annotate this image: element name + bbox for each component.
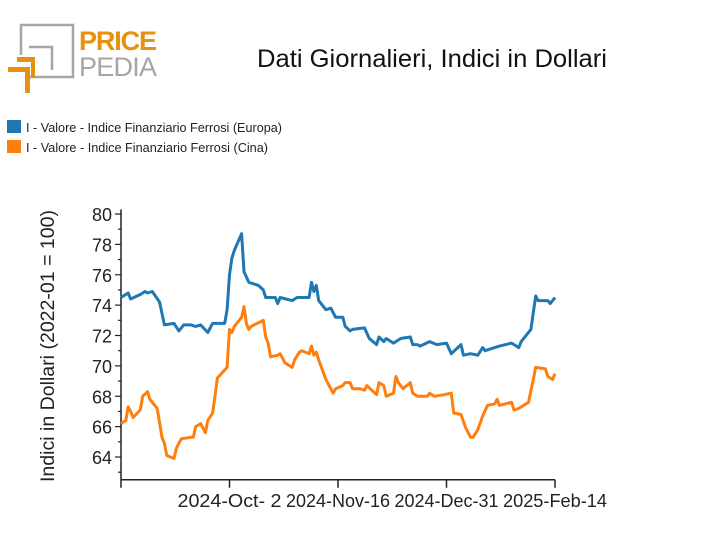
y-tick-label: 66: [92, 418, 112, 438]
y-tick-label: 68: [92, 387, 112, 407]
axes: 64 66 68 70 72 74 76 78 80 2024-Oct- 2 2024-Nov-16…: [92, 205, 607, 511]
legend-label-cina: I - Valore - Indice Finanziario Ferrosi …: [26, 141, 268, 155]
x-tick-label: 2024-Nov-16: [286, 491, 390, 511]
y-tick-label: 78: [92, 235, 112, 255]
y-tick-label: 64: [92, 448, 112, 468]
svg-text:PRICE: PRICE: [79, 26, 157, 56]
y-tick-label: 74: [92, 296, 112, 316]
y-tick-label: 72: [92, 327, 112, 347]
y-tick-label: 80: [92, 205, 112, 225]
series-line-cina: [120, 305, 557, 460]
y-tick-label: 76: [92, 266, 112, 286]
y-tick-label: 70: [92, 357, 112, 377]
pricepedia-logo: PRICE PEDIA: [8, 23, 157, 93]
y-axis-label: Indici in Dollari (2022-01 = 100): [38, 210, 59, 482]
legend-swatch-europa: [7, 120, 21, 133]
legend-swatch-cina: [7, 140, 21, 153]
svg-text:PEDIA: PEDIA: [79, 52, 157, 82]
x-tick-label: 2024-Dec-31: [395, 491, 499, 511]
legend-label-europa: I - Valore - Indice Finanziario Ferrosi …: [26, 121, 282, 135]
x-tick-label: 2024-Oct- 2: [178, 491, 282, 511]
series-line-europa: [120, 232, 557, 357]
chart-title: Dati Giornalieri, Indici in Dollari: [257, 45, 607, 73]
x-tick-label: 2025-Feb-14: [503, 491, 607, 511]
plot-lines: [120, 232, 557, 460]
legend: I - Valore - Indice Finanziario Ferrosi …: [7, 120, 282, 155]
